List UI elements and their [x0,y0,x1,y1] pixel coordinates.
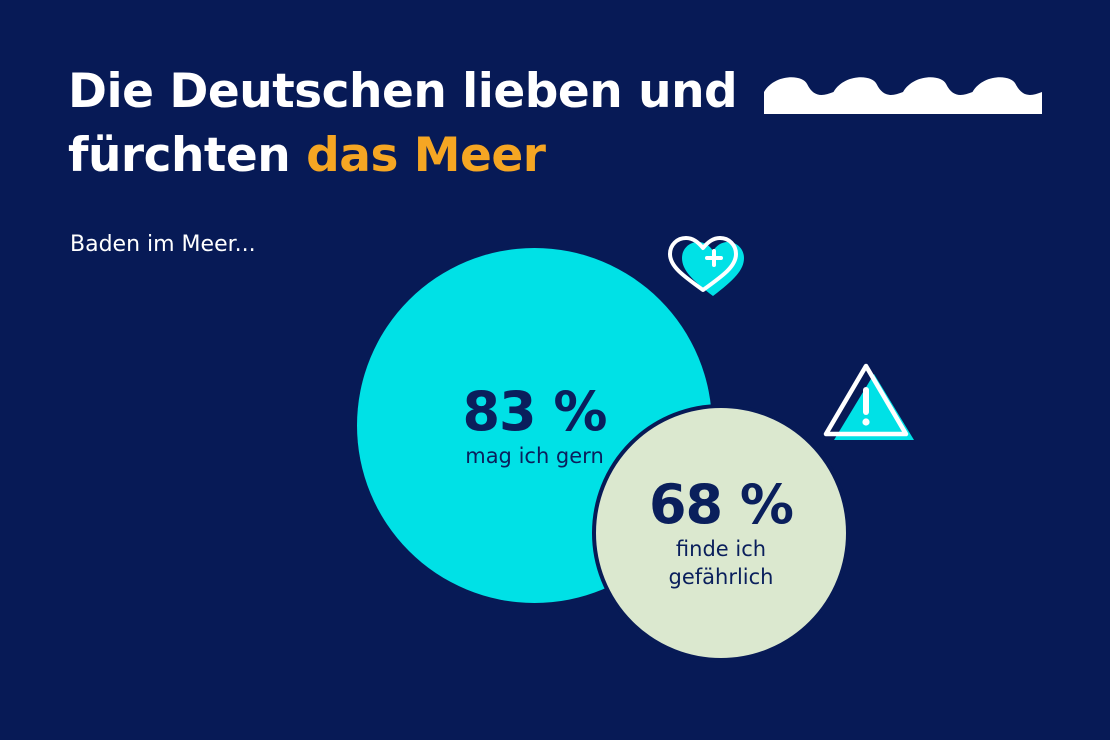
bubble-fear-label-line-1: finde ich [675,537,767,561]
bubble-fear-label-line-2: gefährlich [668,565,774,589]
title-accent: das Meer [306,128,546,183]
title-line-1: Die Deutschen lieben und [68,64,738,119]
bubble-love-label: mag ich gern [465,443,604,468]
title-line-2: fürchten [68,128,307,183]
heart-plus-icon [668,236,744,296]
subtitle: Baden im Meer... [70,232,256,257]
bubble-love-value: 83 % [462,379,607,443]
bubble-fear: 68 % finde ich gefährlich [592,404,850,662]
warning-triangle-icon [823,363,914,440]
bubble-fear-value: 68 % [648,473,794,536]
page-title: Die Deutschen lieben und fürchten das Me… [68,60,738,188]
waves-icon [764,77,1042,114]
bubble-fear-label: finde ich gefährlich [669,535,774,591]
